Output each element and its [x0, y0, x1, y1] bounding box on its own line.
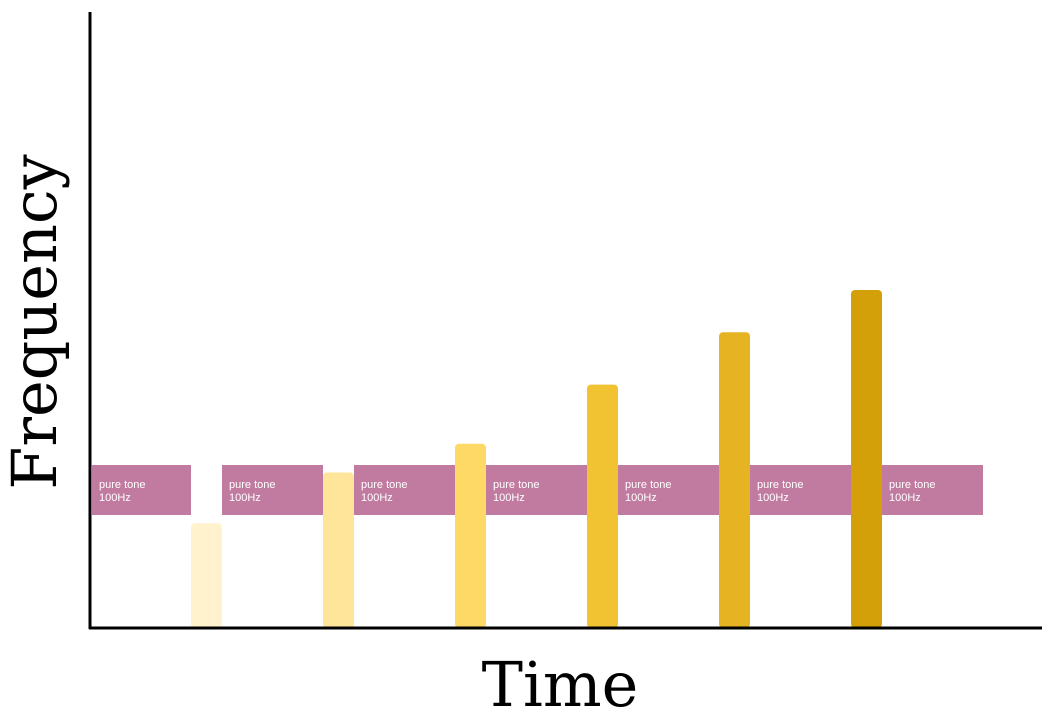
- y-axis-title: Frequency: [0, 154, 71, 489]
- tone-label-frequency: 100Hz: [229, 492, 261, 504]
- tone-label-frequency: 100Hz: [889, 492, 921, 504]
- probe-tone-layer: [191, 290, 882, 628]
- tone-band-rect: [354, 465, 455, 515]
- tone-label-frequency: 100Hz: [625, 492, 657, 504]
- tone-label-frequency: 100Hz: [361, 492, 393, 504]
- tone-label-frequency: 100Hz: [99, 492, 131, 504]
- tone-band-rect: [618, 465, 719, 515]
- probe-tone-bar: [323, 472, 354, 628]
- probe-tone-bar: [719, 332, 750, 628]
- tone-label-frequency: 100Hz: [493, 492, 525, 504]
- tone-label-name: pure tone: [361, 479, 407, 491]
- tone-band-rect: [882, 465, 983, 515]
- probe-tone-bar: [455, 443, 486, 628]
- probe-tone-bar: [191, 523, 222, 628]
- tone-label-name: pure tone: [99, 479, 145, 491]
- tone-band-rect: [486, 465, 587, 515]
- tone-label-name: pure tone: [229, 479, 275, 491]
- tone-band-rect: [92, 465, 191, 515]
- probe-tone-bar: [851, 290, 882, 628]
- tone-label-name: pure tone: [493, 479, 539, 491]
- tone-label-name: pure tone: [625, 479, 671, 491]
- tone-band-rect: [222, 465, 323, 515]
- tone-band-rect: [750, 465, 851, 515]
- tone-label-name: pure tone: [757, 479, 803, 491]
- tone-label-frequency: 100Hz: [757, 492, 789, 504]
- tone-label-name: pure tone: [889, 479, 935, 491]
- x-axis-title: Time: [482, 648, 639, 718]
- probe-tone-bar: [587, 384, 618, 628]
